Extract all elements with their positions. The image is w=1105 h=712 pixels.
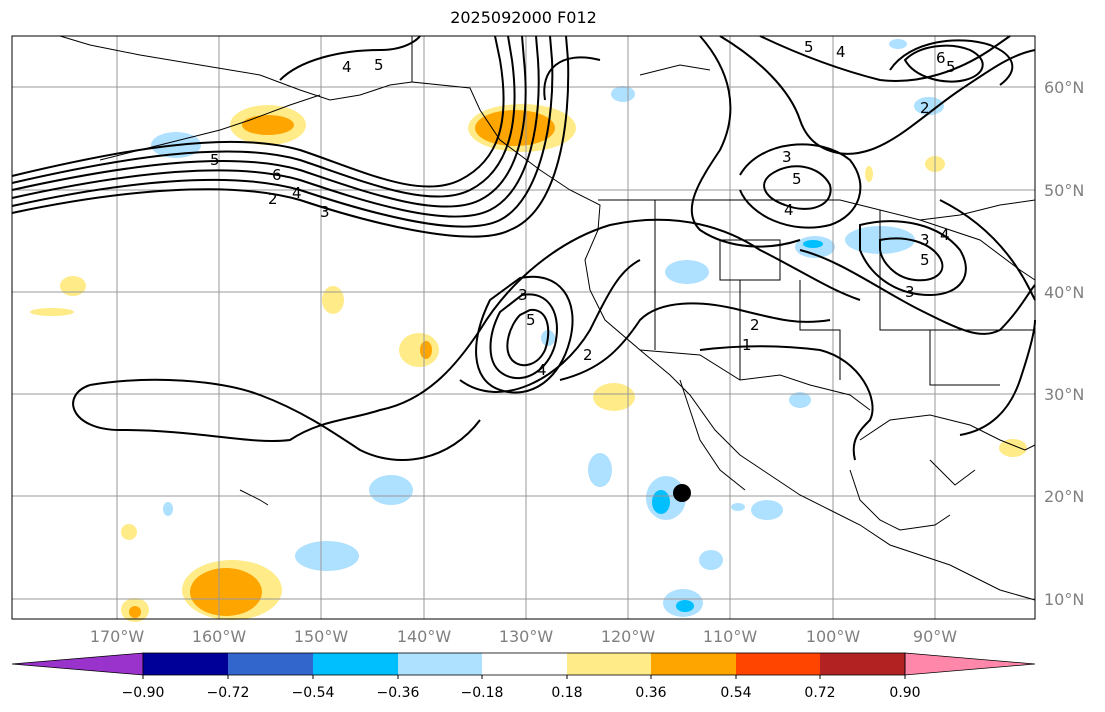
map-title: 2025092000 F012 (450, 8, 597, 27)
lon-label: 130°W (499, 627, 554, 646)
colorbar-tick-label: −0.18 (461, 685, 504, 701)
contour-label: 4 (342, 58, 352, 76)
lat-label: 60°N (1044, 78, 1084, 97)
contour-label: 5 (792, 170, 802, 188)
latitude-labels: 60°N 50°N 40°N 30°N 20°N 10°N (1044, 78, 1084, 609)
contour-label: 4 (784, 201, 794, 219)
colorbar: −0.90 −0.72 −0.54 −0.36 −0.18 0.18 0.36 … (11, 652, 1036, 701)
colorbar-segment (482, 653, 567, 675)
lon-label: 110°W (703, 627, 758, 646)
colorbar-tick-label: −0.36 (377, 685, 420, 701)
contour-label: 4 (292, 184, 302, 202)
colorbar-tick-label: 0.54 (720, 685, 751, 701)
contour-label: 6 (936, 49, 946, 67)
contour-label: 4 (836, 43, 846, 61)
lat-label: 10°N (1044, 590, 1084, 609)
height-contours (11, 35, 1036, 461)
contour-label: 5 (526, 311, 536, 329)
colorbar-tick-label: −0.90 (122, 685, 165, 701)
colorbar-max-extend (904, 652, 1036, 676)
lat-lon-grid (12, 36, 1035, 619)
colorbar-segment (820, 653, 905, 675)
colorbar-tick-label: 0.36 (635, 685, 666, 701)
contour-label: 3 (518, 286, 528, 304)
colorbar-tick-label: −0.54 (292, 685, 335, 701)
contour-label: 4 (940, 226, 950, 244)
contour-label: 2 (268, 190, 278, 208)
positive-shading (30, 104, 1027, 622)
contour-label: 5 (374, 56, 384, 74)
colorbar-tick-label: −0.72 (207, 685, 250, 701)
contour-label: 5 (804, 38, 814, 56)
contour-label: 3 (905, 283, 915, 301)
lon-label: 160°W (192, 627, 247, 646)
colorbar-segment (313, 653, 398, 675)
longitude-labels: 170°W 160°W 150°W 140°W 130°W 120°W 110°… (90, 627, 957, 646)
lon-label: 140°W (397, 627, 452, 646)
colorbar-tick-label: 0.18 (551, 685, 582, 701)
contour-label: 4 (537, 361, 547, 379)
contour-label: 1 (742, 336, 752, 354)
contour-labels: 5 4 5 4 6 5 2 5 6 4 2 3 3 5 4 2 1 2 3 5 … (210, 38, 956, 379)
lon-label: 120°W (601, 627, 656, 646)
lat-label: 30°N (1044, 385, 1084, 404)
colorbar-segment (651, 653, 736, 675)
colorbar-segment (736, 653, 820, 675)
contour-label: 2 (920, 99, 930, 117)
contour-label: 3 (782, 148, 792, 166)
location-marker (673, 484, 691, 502)
contour-label: 3 (320, 203, 330, 221)
colorbar-min-extend (11, 652, 144, 676)
coastlines (59, 35, 1036, 601)
colorbar-tick-label: 0.90 (889, 685, 920, 701)
lon-label: 170°W (90, 627, 145, 646)
contour-label: 5 (946, 58, 956, 76)
lon-label: 150°W (294, 627, 349, 646)
contour-label: 3 (920, 231, 930, 249)
contour-label: 5 (210, 151, 220, 169)
colorbar-segment (228, 653, 313, 675)
lon-label: 100°W (806, 627, 861, 646)
colorbar-tick-label: 0.72 (804, 685, 835, 701)
contour-label: 2 (583, 346, 593, 364)
map-frame (11, 35, 1036, 620)
colorbar-segment (143, 653, 228, 675)
contour-label: 5 (920, 251, 930, 269)
lon-label: 90°W (913, 627, 957, 646)
colorbar-segment (567, 653, 651, 675)
contour-label: 2 (750, 316, 760, 334)
lat-label: 40°N (1044, 283, 1084, 302)
lat-label: 50°N (1044, 181, 1084, 200)
colorbar-segment (398, 653, 482, 675)
lat-label: 20°N (1044, 487, 1084, 506)
contour-label: 6 (272, 166, 282, 184)
